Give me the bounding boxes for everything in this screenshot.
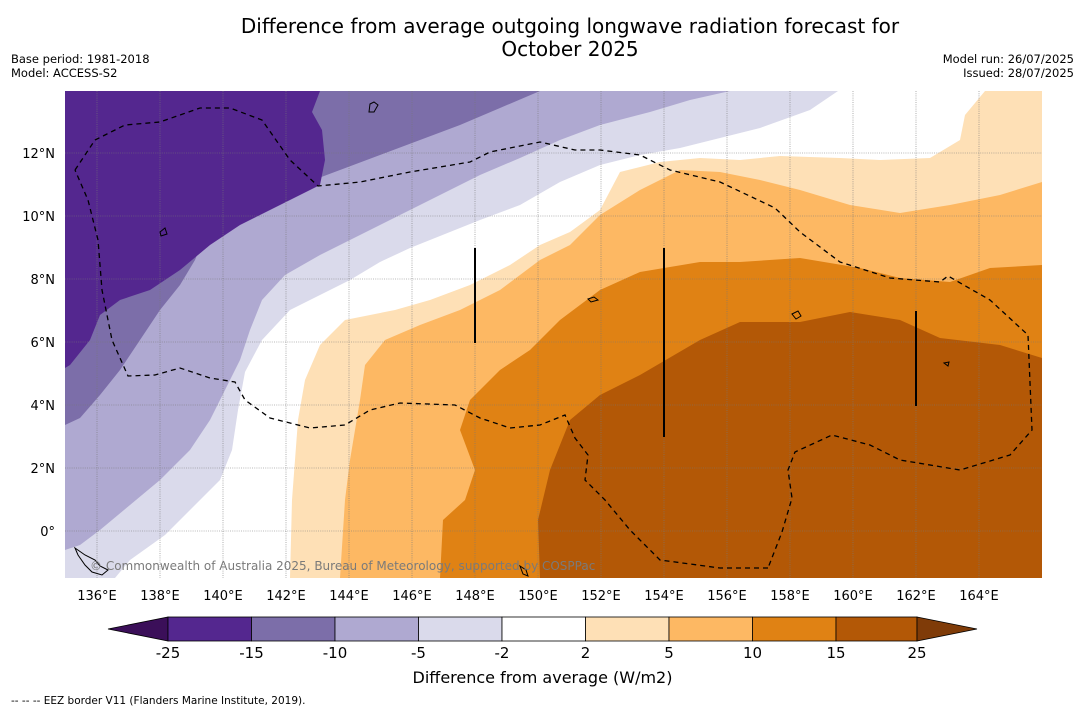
eez-south-loop (74, 169, 768, 569)
island-chuuk (587, 296, 600, 303)
islands (73, 101, 950, 577)
island-guam (368, 101, 379, 113)
lat-label: 2°N (31, 462, 56, 477)
colorbar-tick: -5 (411, 644, 426, 662)
lon-label: 162°E (896, 589, 936, 604)
island-yap (159, 227, 168, 237)
map-title: Difference from average outgoing longwav… (160, 15, 980, 61)
eez-palau-fsm-west (74, 107, 1033, 569)
lat-label: 0° (40, 525, 55, 540)
colorbar-tick: 10 (743, 644, 762, 662)
lon-label: 156°E (707, 589, 747, 604)
lat-label: 6°N (31, 336, 56, 351)
colorbar-bin (167, 616, 252, 642)
lat-label: 4°N (31, 399, 56, 414)
colorbar-bin (501, 616, 586, 642)
olr-anomaly-field: © Commonwealth of Australia 2025, Bureau… (65, 91, 1042, 578)
colorbar-bin (585, 616, 670, 642)
lon-label: 148°E (455, 589, 495, 604)
lat-label: 10°N (22, 210, 55, 225)
base-period: Base period: 1981-2018 (11, 52, 150, 66)
model-run: Model run: 26/07/2025 (942, 52, 1074, 66)
lat-tick-labels: 12°N 10°N 8°N 6°N 4°N 2°N 0° (22, 147, 55, 540)
colorbar-tick: 25 (907, 644, 926, 662)
colorbar-bin (334, 616, 419, 642)
colorbar-tick: 5 (664, 644, 674, 662)
title-line-2: October 2025 (501, 37, 639, 61)
colorbar-tick: -10 (323, 644, 348, 662)
lon-label: 150°E (518, 589, 558, 604)
colorbar-bin (835, 616, 918, 642)
issued-date: Issued: 28/07/2025 (963, 66, 1074, 80)
colorbar-title: Difference from average (W/m2) (412, 668, 673, 687)
marker-lines (474, 248, 917, 437)
colorbar-tick-labels: -25 -15 -10 -5 -2 2 5 10 15 25 (156, 644, 927, 662)
lon-label: 154°E (644, 589, 684, 604)
lon-label: 142°E (266, 589, 306, 604)
lon-label: 160°E (833, 589, 873, 604)
lat-label: 12°N (22, 147, 55, 162)
meta-left: Base period: 1981-2018 Model: ACCESS-S2 (11, 52, 150, 80)
lon-label: 136°E (77, 589, 117, 604)
lon-label: 140°E (203, 589, 243, 604)
colorbar-bin (251, 616, 336, 642)
island-bougainville (518, 564, 529, 577)
lon-label: 144°E (329, 589, 369, 604)
colorbar-extend-high (916, 616, 978, 642)
lon-tick-labels: 136°E 138°E 140°E 142°E 144°E 146°E 148°… (77, 589, 999, 604)
island-kosrae (942, 361, 950, 367)
copyright-text: © Commonwealth of Australia 2025, Bureau… (90, 559, 595, 573)
colorbar-bin (418, 616, 503, 642)
island-png-north (73, 546, 109, 576)
colorbar-tick: 2 (581, 644, 591, 662)
eez-borders (74, 107, 1033, 569)
colorbar-bin (668, 616, 753, 642)
lon-label: 164°E (959, 589, 999, 604)
title-line-1: Difference from average outgoing longwav… (240, 14, 900, 38)
lon-label: 152°E (581, 589, 621, 604)
colorbar (107, 616, 978, 642)
colorbar-tick: -25 (156, 644, 181, 662)
lon-label: 146°E (392, 589, 432, 604)
island-pohnpei (791, 310, 802, 320)
lon-label: 158°E (770, 589, 810, 604)
lat-gridlines (65, 152, 1042, 532)
lon-label: 138°E (140, 589, 180, 604)
colorbar-tick: 15 (826, 644, 845, 662)
lat-label: 8°N (31, 273, 56, 288)
eez-legend-note: -- -- -- EEZ border V11 (Flanders Marine… (11, 695, 306, 707)
colorbar-tick: -15 (239, 644, 264, 662)
colorbar-extend-low (107, 616, 169, 642)
colorbar-bin (752, 616, 837, 642)
meta-right: Model run: 26/07/2025 Issued: 28/07/2025 (943, 52, 1074, 80)
colorbar-tick: -2 (495, 644, 510, 662)
band-lt-m15 (65, 91, 325, 368)
model-name: Model: ACCESS-S2 (11, 66, 118, 80)
